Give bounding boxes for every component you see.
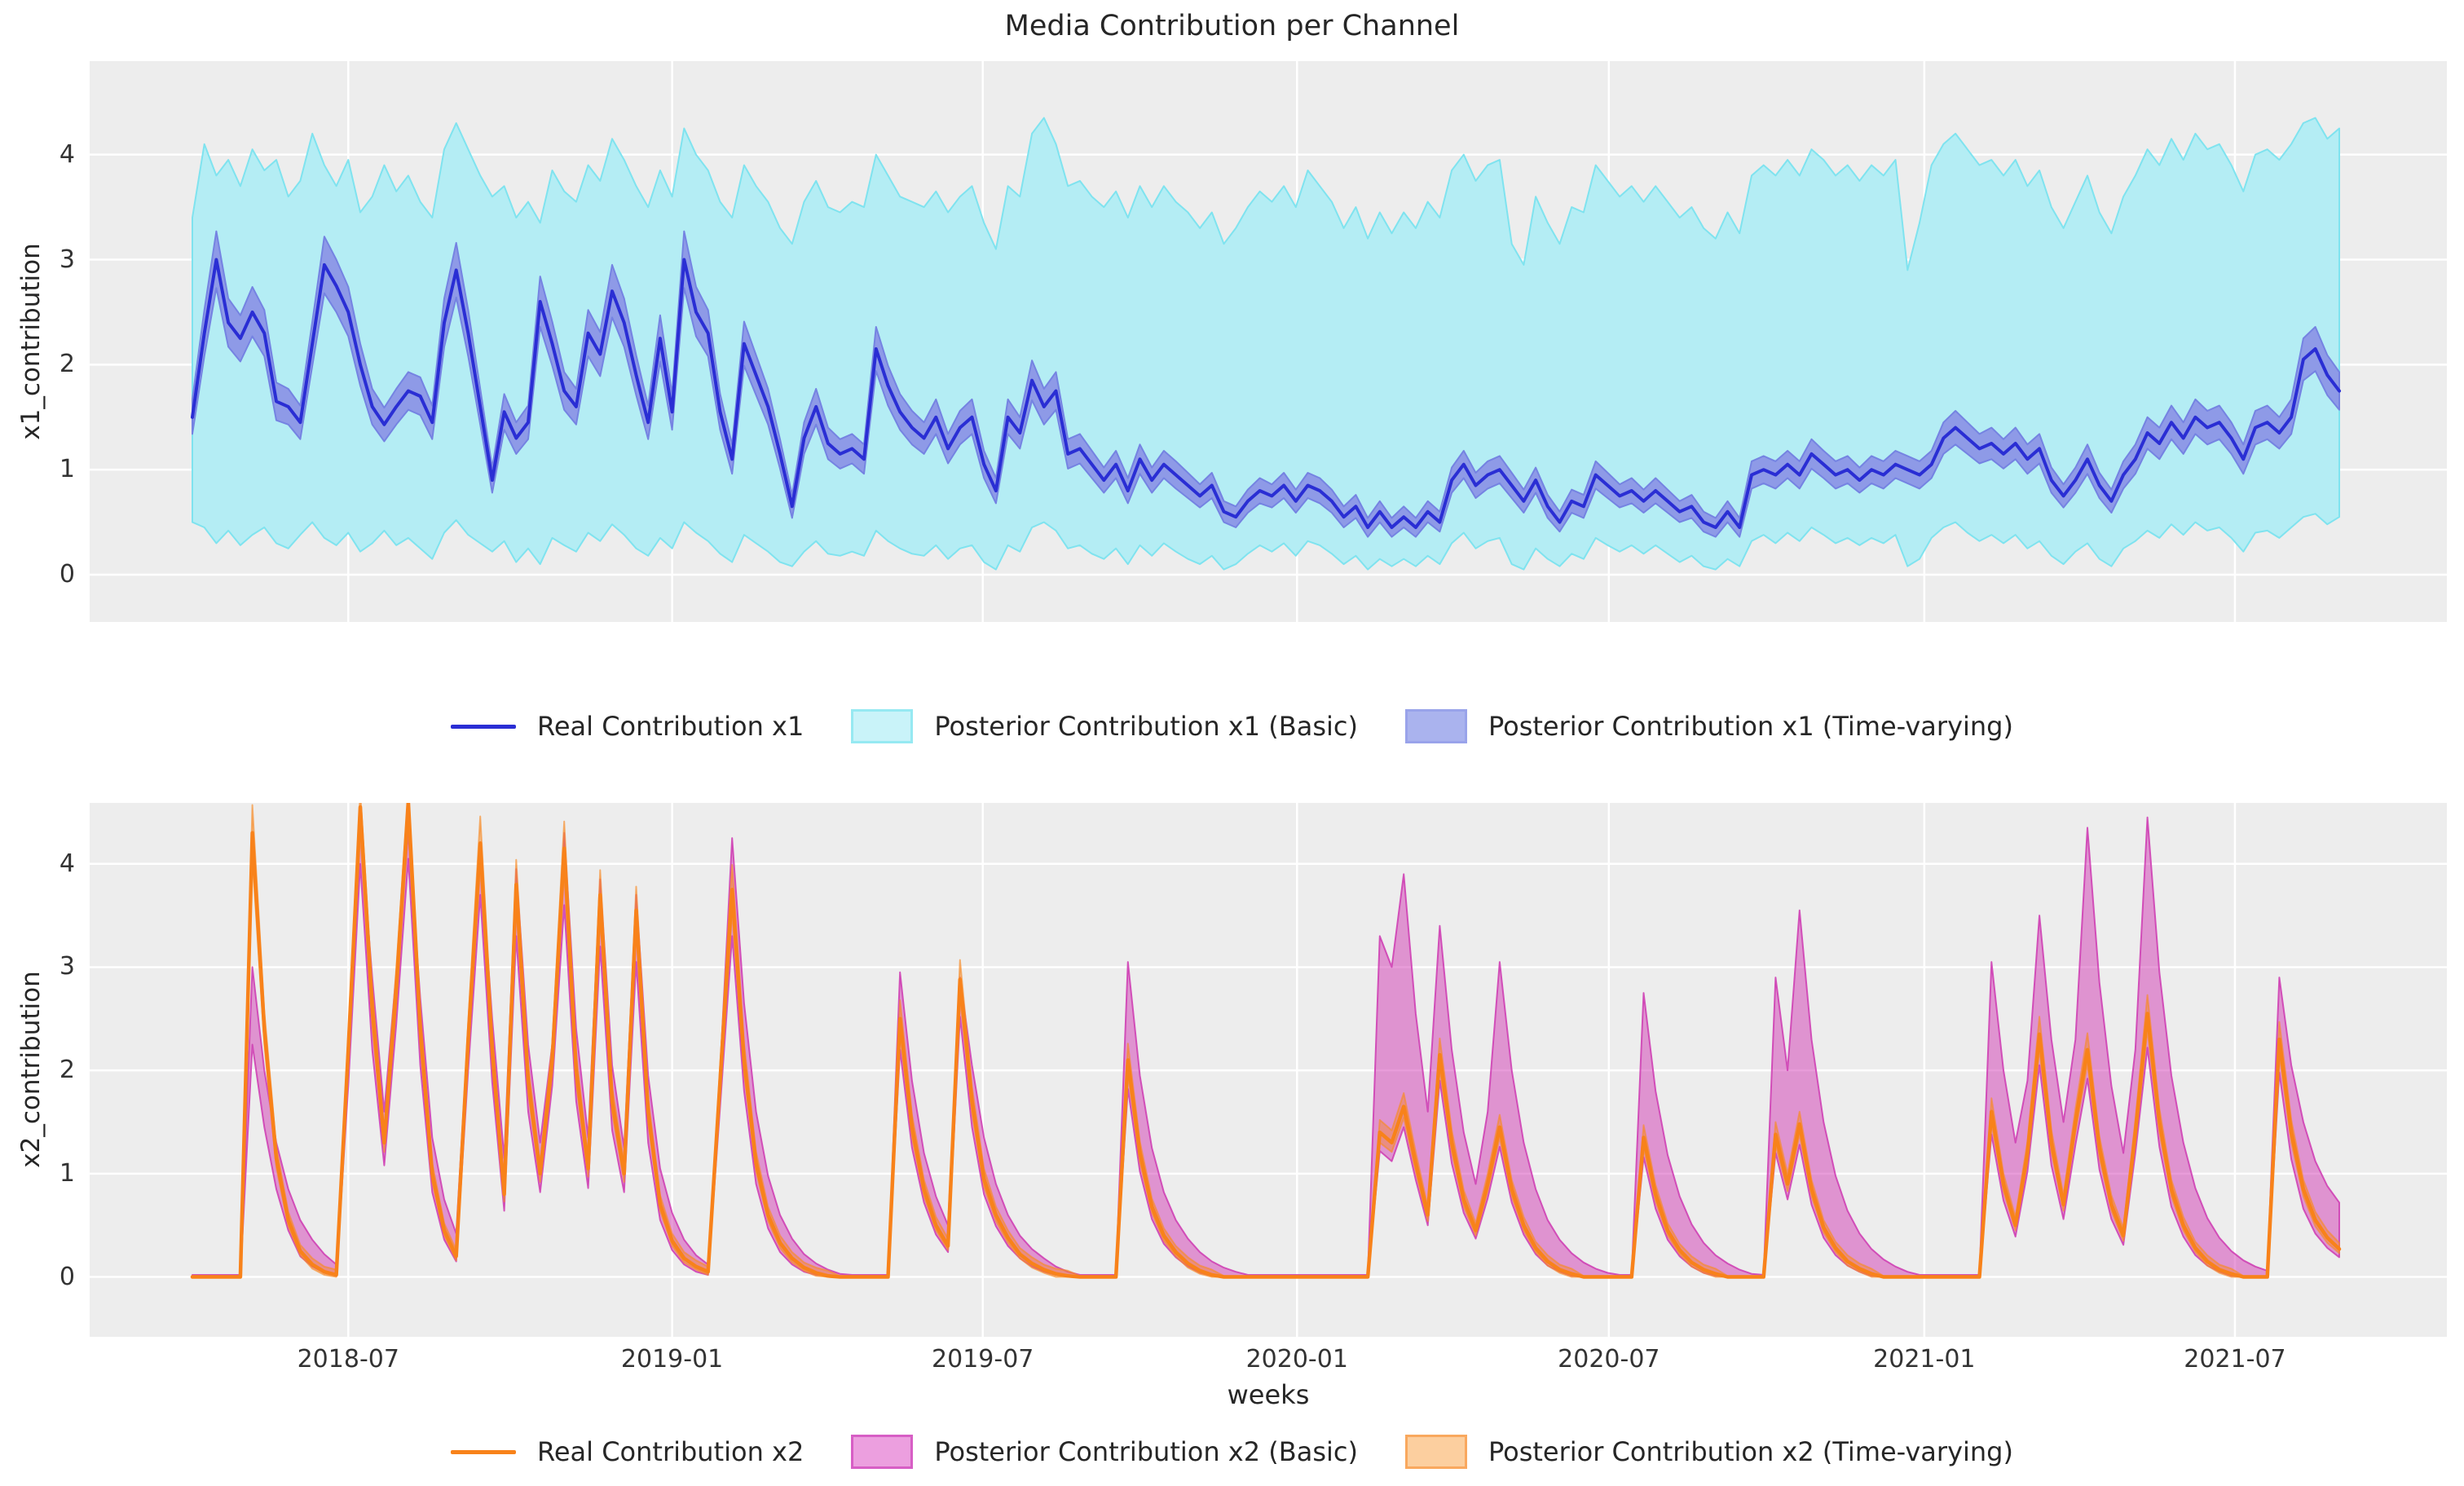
x2-contribution-plot — [90, 803, 2447, 1337]
x-tick-label: 2020-07 — [1558, 1345, 1660, 1374]
legend-item: Real Contribution x2 — [451, 1436, 804, 1467]
y-tick-label: 0 — [59, 1262, 75, 1291]
line-real-contribution-x1 — [191, 258, 2341, 529]
legend-line-swatch — [451, 1449, 517, 1454]
y-tick-label: 4 — [59, 849, 75, 878]
legend-item: Posterior Contribution x2 (Time-varying) — [1404, 1435, 2013, 1469]
y-tick-label: 3 — [59, 952, 75, 981]
x-tick-label: 2019-01 — [620, 1345, 724, 1374]
y-tick-label: 0 — [59, 560, 75, 589]
x-tick-label: 2018-07 — [297, 1345, 399, 1374]
legend-line-swatch — [451, 724, 517, 729]
legend-x2: Real Contribution x2 Posterior Contributi… — [0, 1435, 2464, 1469]
legend-label: Real Contribution x2 — [537, 1436, 804, 1467]
legend-label: Posterior Contribution x2 (Time-varying) — [1488, 1436, 2013, 1467]
legend-item: Posterior Contribution x1 (Time-varying) — [1404, 709, 2013, 743]
legend-item: Posterior Contribution x2 (Basic) — [851, 1435, 1358, 1469]
legend-patch-swatch — [1404, 709, 1467, 743]
legend-item: Posterior Contribution x1 (Basic) — [851, 709, 1358, 743]
legend-label: Posterior Contribution x1 (Time-varying) — [1488, 711, 2013, 742]
legend-label: Posterior Contribution x2 (Basic) — [934, 1436, 1358, 1467]
y-tick-label: 1 — [59, 455, 75, 484]
legend-item: Real Contribution x1 — [451, 711, 804, 742]
legend-x1: Real Contribution x1 Posterior Contributi… — [0, 709, 2464, 743]
y-tick-label: 2 — [59, 1056, 75, 1085]
x1-contribution-plot — [90, 61, 2447, 622]
legend-patch-swatch — [1404, 1435, 1467, 1469]
y-tick-label: 2 — [59, 350, 75, 379]
x-tick-label: 2020-01 — [1245, 1345, 1348, 1374]
x-tick-label: 2019-07 — [932, 1345, 1034, 1374]
y-tick-label: 3 — [59, 245, 75, 274]
band-posterior-contribution-x1-time-varying- — [192, 230, 2340, 538]
x-tick-label: 2021-01 — [1873, 1345, 1976, 1374]
y-tick-label: 1 — [59, 1158, 75, 1188]
legend-patch-swatch — [851, 1435, 914, 1469]
x-tick-label: 2021-07 — [2184, 1345, 2286, 1374]
legend-label: Real Contribution x1 — [537, 711, 804, 742]
y-tick-label: 4 — [59, 139, 75, 169]
x-axis-label: weeks — [1227, 1379, 1310, 1410]
figure-title: Media Contribution per Channel — [1004, 10, 1460, 42]
legend-label: Posterior Contribution x1 (Basic) — [934, 711, 1358, 742]
line-real-contribution-x2 — [190, 803, 2342, 1279]
legend-patch-swatch — [851, 709, 914, 743]
